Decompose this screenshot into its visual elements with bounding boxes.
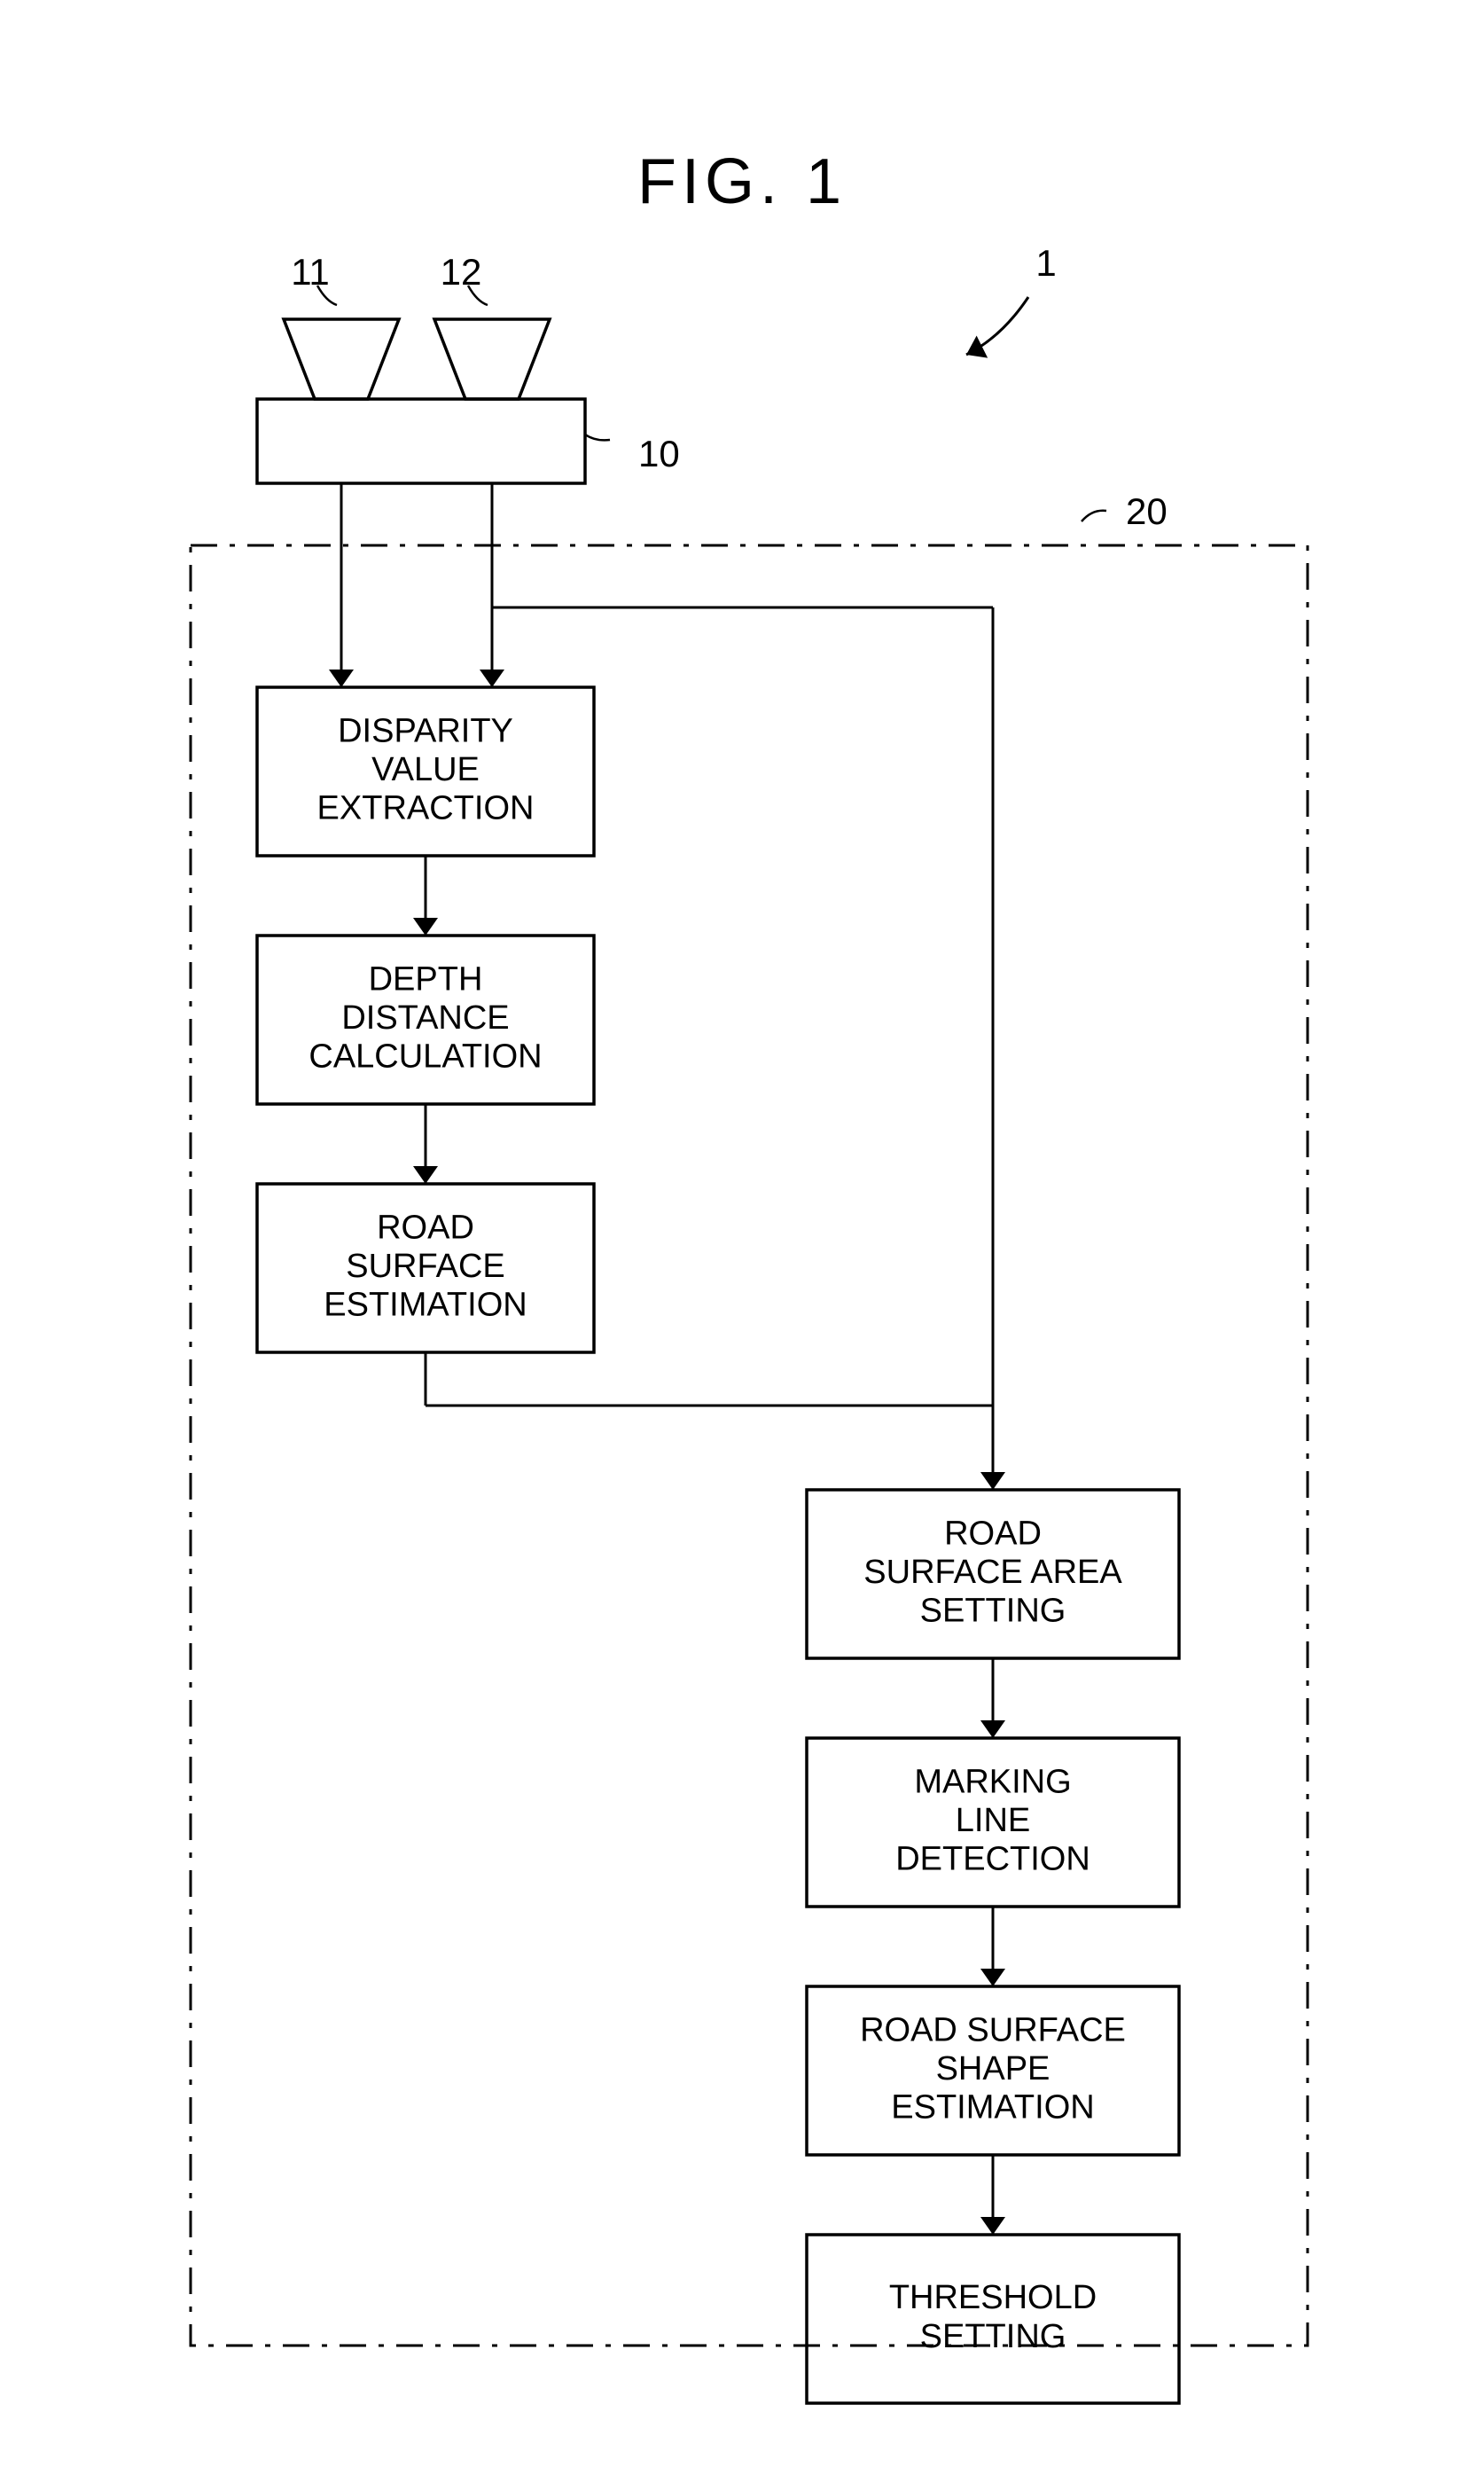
box-road-surface-area-setting-line0: ROAD [944,1515,1042,1552]
system-label: 1 [1035,242,1056,284]
box-depth-distance-calculation-line2: CALCULATION [309,1038,542,1076]
conn-branch-to-b4-head [980,1472,1005,1490]
system-leader-head [966,336,988,358]
right-camera-label: 12 [441,251,482,293]
box-disparity-value-extraction-line2: EXTRACTION [317,790,535,827]
box-marking-line-detection-line2: DETECTION [895,1841,1090,1878]
box-marking-line-detection-line1: LINE [956,1802,1030,1839]
box-road-surface-shape-estimation-line0: ROAD SURFACE [860,2011,1126,2048]
box-road-surface-shape-estimation-line2: ESTIMATION [891,2089,1094,2126]
box-road-surface-estimation-line1: SURFACE [346,1248,504,1285]
conn-b2-b3-head [413,1166,438,1184]
conn-b4-b5-head [980,1720,1005,1738]
processing-unit-leader [1082,511,1106,521]
conn-b1-b2-head [413,918,438,936]
box-disparity-value-extraction-line0: DISPARITY [338,712,513,749]
box-threshold-setting-line1: SETTING [920,2318,1066,2355]
left-camera-label: 11 [291,251,330,293]
box-depth-distance-calculation-line0: DEPTH [369,960,483,998]
box-road-surface-area-setting-line2: SETTING [920,1593,1066,1630]
camera-lens [284,319,399,399]
conn-b5-b6-head [980,1969,1005,1986]
figure-title: FIG. 1 [637,146,847,217]
processing-unit-label: 20 [1126,490,1168,532]
camera-housing [257,399,585,483]
camera-housing-leader [585,435,610,440]
box-threshold-setting-line0: THRESHOLD [889,2279,1097,2316]
conn-cam-left-to-b1-head [329,670,354,687]
conn-cam-right-to-b1-head [480,670,504,687]
box-road-surface-area-setting-line1: SURFACE AREA [863,1554,1122,1591]
camera-housing-label: 10 [638,433,680,474]
box-road-surface-estimation-line0: ROAD [377,1209,474,1246]
box-road-surface-estimation-line2: ESTIMATION [324,1287,527,1324]
camera-lens [434,319,550,399]
box-depth-distance-calculation-line1: DISTANCE [341,999,509,1037]
box-disparity-value-extraction-line1: VALUE [371,751,480,788]
box-marking-line-detection-line0: MARKING [914,1763,1071,1800]
box-road-surface-shape-estimation-line1: SHAPE [936,2050,1051,2087]
conn-b6-b7-head [980,2217,1005,2235]
